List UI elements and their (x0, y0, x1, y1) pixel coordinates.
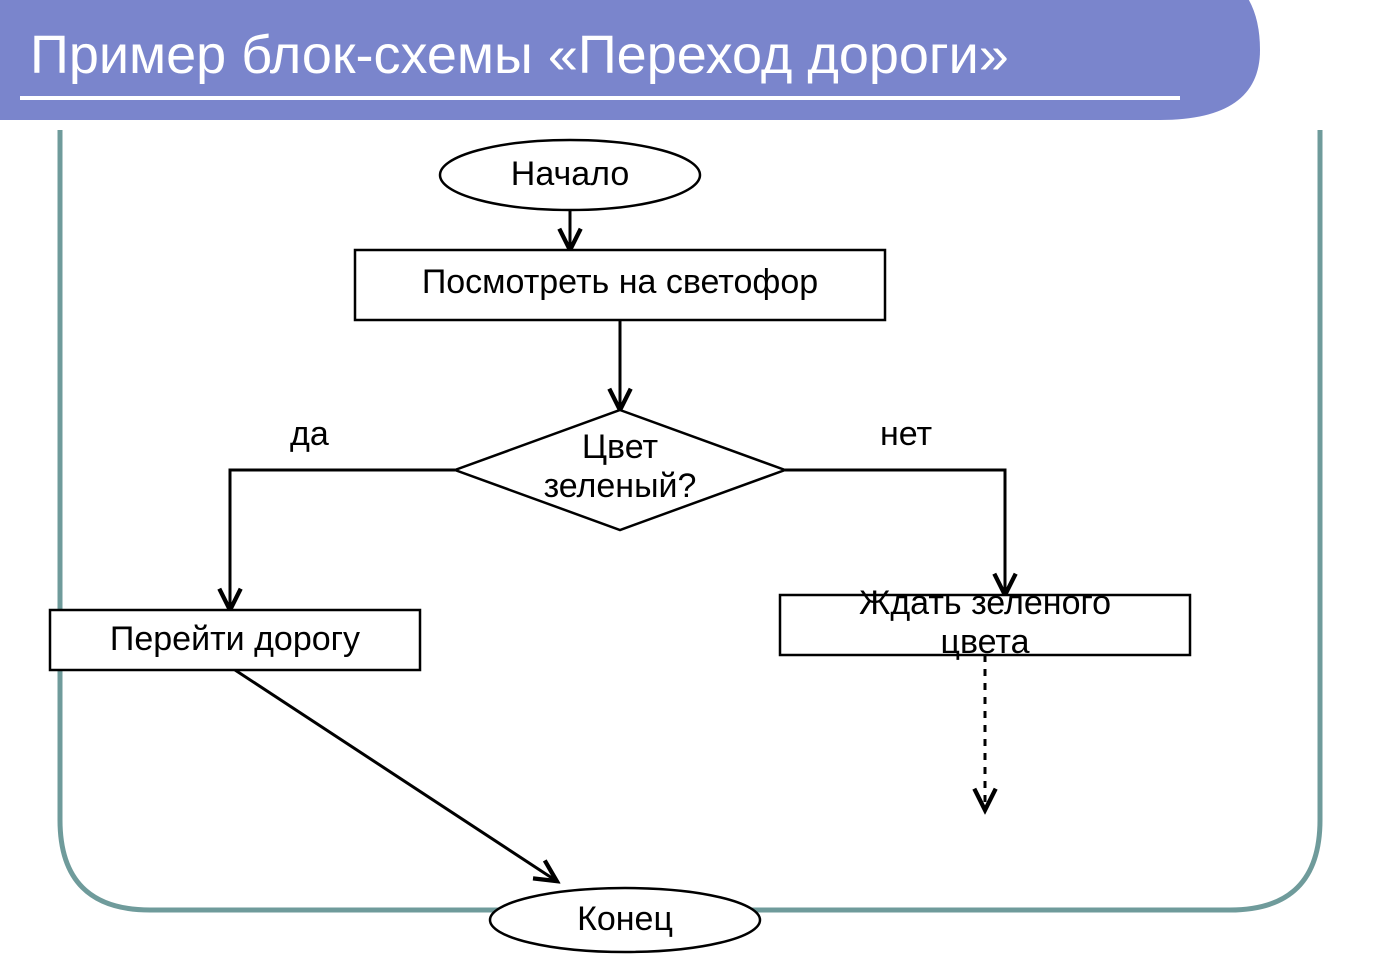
slide-canvas: Пример блок-схемы «Переход дороги» (0, 0, 1374, 978)
label-look: Посмотреть на светофор (355, 263, 885, 302)
label-start: Начало (440, 155, 700, 194)
edge-cross-end (235, 670, 555, 880)
edge-label-yes: да (290, 415, 329, 454)
edge-green-cross (230, 470, 455, 608)
label-end: Конец (490, 900, 760, 939)
edge-green-wait (785, 470, 1005, 593)
label-cross: Перейти дорогу (50, 620, 420, 659)
label-wait: Ждать зеленого цвета (780, 584, 1190, 662)
label-decision: Цвет зеленый? (470, 428, 770, 506)
edge-label-no: нет (880, 415, 932, 454)
